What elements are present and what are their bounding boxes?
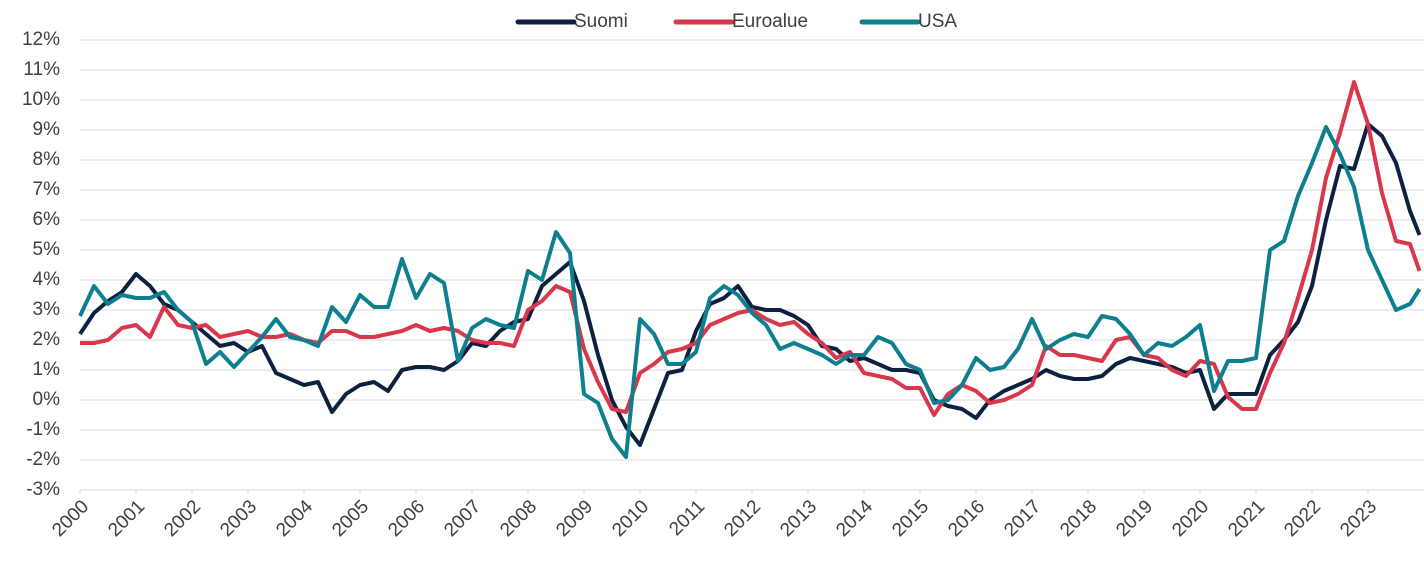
x-tick-label: 2003 (216, 496, 261, 541)
x-tick-label: 2012 (720, 496, 765, 541)
x-tick-label: 2016 (944, 496, 989, 541)
x-tick-label: 2017 (1000, 496, 1045, 541)
x-tick-label: 2009 (552, 496, 597, 541)
x-tick-label: 2006 (384, 496, 429, 541)
x-tick-label: 2019 (1112, 496, 1157, 541)
y-tick-label: -3% (26, 479, 60, 500)
legend-label: USA (918, 11, 957, 32)
series-line (78, 122, 1422, 447)
x-tick-label: 2023 (1336, 496, 1381, 541)
y-tick-label: 10% (22, 89, 60, 110)
x-tick-label: 2004 (272, 496, 317, 541)
legend-label: Suomi (574, 11, 628, 32)
x-tick-label: 2005 (328, 496, 373, 541)
series-line (80, 80, 1422, 417)
y-tick-label: 9% (33, 119, 61, 140)
x-tick-label: 2020 (1168, 496, 1213, 541)
y-tick-label: 3% (33, 299, 61, 320)
x-tick-label: 2014 (832, 496, 877, 541)
y-tick-label: -1% (26, 419, 60, 440)
y-tick-label: 4% (33, 269, 61, 290)
y-tick-label: 0% (33, 389, 61, 410)
legend-label: Euroalue (732, 11, 808, 32)
x-tick-label: 2001 (104, 496, 149, 541)
x-tick-label: 2018 (1056, 496, 1101, 541)
x-tick-label: 2000 (48, 496, 93, 541)
y-tick-label: 2% (33, 329, 61, 350)
x-tick-label: 2013 (776, 496, 821, 541)
x-tick-label: 2007 (440, 496, 485, 541)
x-tick-label: 2002 (160, 496, 205, 541)
y-tick-label: 8% (33, 149, 61, 170)
y-tick-label: 6% (33, 209, 61, 230)
x-tick-label: 2022 (1280, 496, 1325, 541)
x-tick-label: 2008 (496, 496, 541, 541)
y-tick-label: 1% (33, 359, 61, 380)
y-tick-label: 5% (33, 239, 61, 260)
y-tick-label: 11% (23, 59, 60, 80)
y-tick-label: 12% (22, 29, 60, 50)
x-tick-label: 2010 (608, 496, 653, 541)
series-line (78, 125, 1422, 459)
y-tick-label: 7% (33, 179, 61, 200)
x-tick-label: 2015 (888, 496, 933, 541)
x-tick-label: 2011 (665, 496, 709, 540)
y-tick-label: -2% (26, 449, 60, 470)
x-tick-label: 2021 (1224, 496, 1269, 541)
